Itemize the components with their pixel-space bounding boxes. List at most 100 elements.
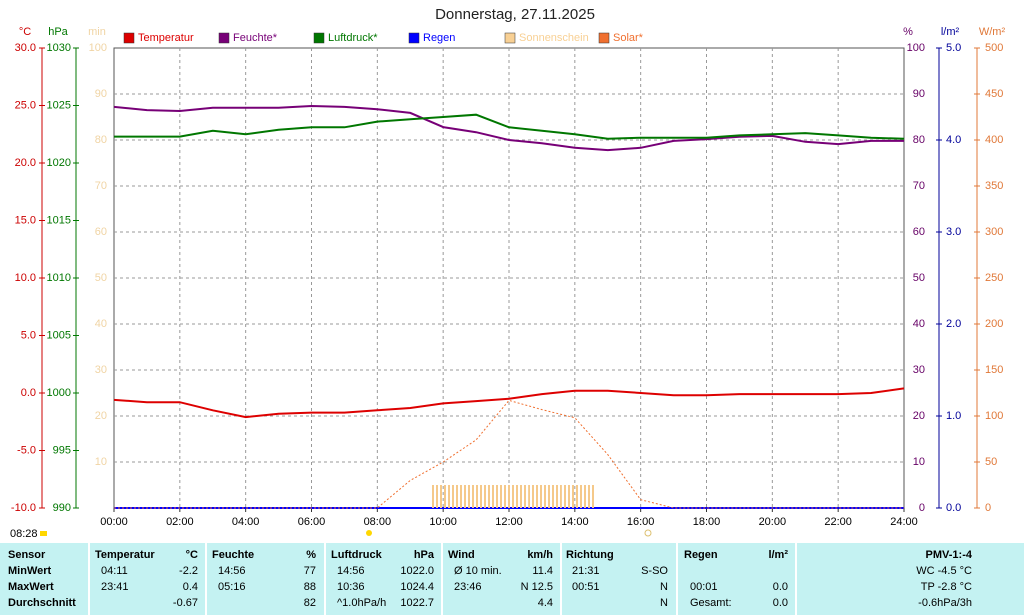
legend-swatch (408, 32, 420, 44)
table-cell: N 12.5 (520, 581, 553, 593)
table-cell: 10:36 (337, 581, 365, 593)
y-tick-label: 0.0 (946, 502, 961, 514)
y-tick-label: 0.0 (21, 387, 36, 399)
y-tick-label: 50 (913, 272, 925, 284)
table-cell: Sensor (8, 549, 46, 561)
column-separator (795, 543, 797, 615)
summary-table: Sensor Temperatur °C Feuchte% Luftdruck hPa Wi… (0, 543, 1024, 615)
column-separator (676, 543, 678, 615)
series-line (114, 113, 905, 140)
axis-title: min (88, 26, 106, 38)
y-tick-label: 40 (95, 318, 107, 330)
axis-title: W/m² (979, 26, 1006, 38)
sunrise-marker (40, 531, 47, 536)
table-cell: 88 (303, 581, 316, 593)
column-separator (205, 543, 207, 615)
sunshine-bar (462, 485, 496, 508)
y-tick-label: 450 (985, 88, 1003, 100)
table-cell: 14:56 (337, 565, 365, 577)
y-tick-label: 400 (985, 134, 1003, 146)
y-tick-label: -10.0 (11, 502, 36, 514)
table-cell: 0.0 (772, 581, 788, 593)
y-tick-label: 1015 (47, 214, 71, 226)
legend-swatch (313, 32, 325, 44)
y-tick-label: 5.0 (946, 42, 961, 54)
y-tick-label: 1.0 (946, 410, 961, 422)
table-cell: Feuchte (212, 549, 255, 561)
y-tick-label: 10 (95, 456, 107, 468)
y-tick-label: 2.0 (946, 318, 961, 330)
table-cell: 1022.0 (400, 565, 434, 577)
y-tick-label: 60 (913, 226, 925, 238)
table-cell: 14:56 (218, 565, 246, 577)
table-cell: °C (185, 549, 198, 561)
legend-label: Feuchte* (233, 32, 278, 44)
y-tick-label: 20 (913, 410, 925, 422)
table-cell: S-SO (641, 565, 668, 577)
y-tick-label: 30 (913, 364, 925, 376)
x-tick-label: 10:00 (429, 516, 457, 528)
y-tick-label: 100 (907, 42, 925, 54)
y-tick-label: 50 (985, 456, 997, 468)
legend-label: Sonnenschein (519, 32, 589, 44)
table-cell: Wind (448, 549, 475, 561)
table-cell: % (306, 549, 316, 561)
axis-title: °C (19, 26, 31, 38)
y-tick-label: 90 (913, 88, 925, 100)
y-tick-label: 80 (913, 134, 925, 146)
y-tick-label: 990 (53, 502, 71, 514)
legend-swatch (123, 32, 135, 44)
x-tick-label: 12:00 (495, 516, 523, 528)
table-cell: l/m² (768, 549, 788, 561)
x-tick-label: 02:00 (166, 516, 194, 528)
legend-label: Regen (423, 32, 455, 44)
chart-title: Donnerstag, 27.11.2025 (435, 6, 595, 23)
y-tick-label: 1020 (47, 157, 71, 169)
x-tick-label: 08:00 (364, 516, 392, 528)
x-tick-label: 20:00 (759, 516, 787, 528)
y-tick-label: 300 (985, 226, 1003, 238)
x-tick-label: 06:00 (298, 516, 326, 528)
x-tick-label: 16:00 (627, 516, 655, 528)
column-separator (560, 543, 562, 615)
y-tick-label: 1025 (47, 99, 71, 111)
y-tick-label: 3.0 (946, 226, 961, 238)
table-cell: Gesamt: (690, 597, 732, 609)
y-tick-label: 50 (95, 272, 107, 284)
table-cell: 0.0 (772, 597, 788, 609)
table-cell: 00:01 (690, 581, 718, 593)
y-tick-label: 150 (985, 364, 1003, 376)
axis-title: l/m² (941, 26, 960, 38)
y-tick-label: 20 (95, 410, 107, 422)
legend-swatch (504, 32, 516, 44)
y-tick-label: 100 (89, 42, 107, 54)
table-cell: 1022.7 (400, 597, 434, 609)
y-tick-label: 30 (95, 364, 107, 376)
series-line (113, 104, 904, 152)
y-tick-label: 995 (53, 444, 71, 456)
table-cell: 21:31 (572, 565, 600, 577)
table-cell: 23:41 (101, 581, 129, 593)
axis-title: % (903, 26, 913, 38)
x-tick-label: 14:00 (561, 516, 589, 528)
y-tick-label: 5.0 (21, 329, 36, 341)
series-line (113, 387, 905, 419)
y-tick-label: 10 (913, 456, 925, 468)
sunshine-bar (430, 485, 463, 508)
axis-title: hPa (48, 26, 68, 38)
y-tick-label: 15.0 (15, 214, 36, 226)
y-tick-label: 40 (913, 318, 925, 330)
y-tick-label: 0 (919, 502, 925, 514)
y-tick-label: -5.0 (17, 444, 36, 456)
table-cell: 0.4 (182, 581, 198, 593)
table-cell: Luftdruck (331, 549, 382, 561)
y-tick-label: 100 (985, 410, 1003, 422)
y-tick-label: 30.0 (15, 42, 36, 54)
series-line (114, 399, 904, 509)
table-cell: 4.4 (537, 597, 553, 609)
table-cell: N (660, 597, 668, 609)
table-cell: -0.6hPa/3h (918, 597, 972, 609)
table-cell: WC -4.5 °C (916, 565, 972, 577)
y-tick-label: 60 (95, 226, 107, 238)
